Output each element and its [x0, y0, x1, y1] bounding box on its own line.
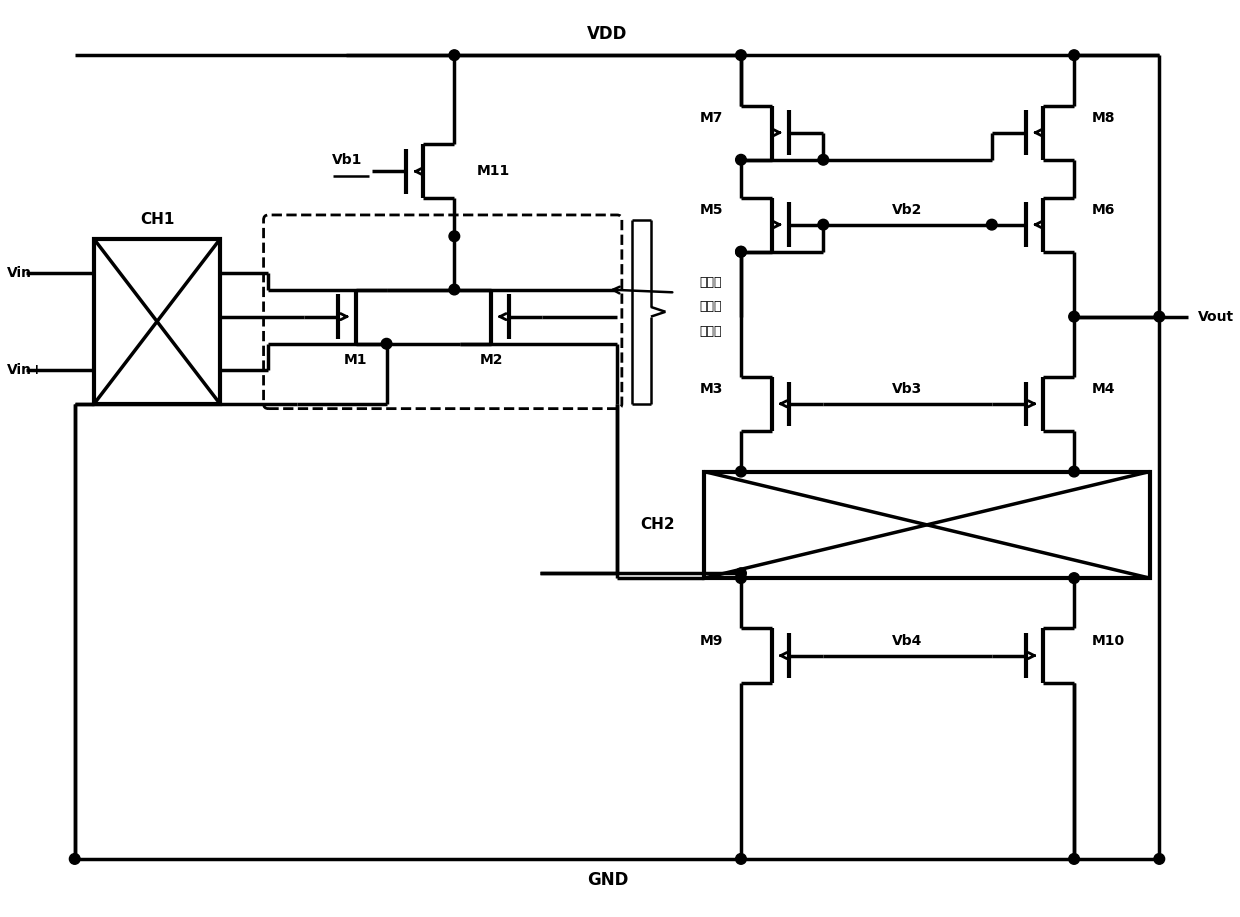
Text: M1: M1 — [343, 353, 367, 367]
Text: CH1: CH1 — [140, 213, 175, 227]
Circle shape — [735, 247, 746, 257]
Text: Vin-: Vin- — [7, 266, 37, 280]
Text: M4: M4 — [1091, 382, 1115, 396]
Text: VDD: VDD — [588, 25, 627, 43]
Circle shape — [449, 231, 460, 241]
Circle shape — [1069, 50, 1080, 61]
Circle shape — [1154, 311, 1164, 322]
Circle shape — [735, 466, 746, 477]
Circle shape — [735, 247, 746, 257]
Text: 差分对: 差分对 — [699, 325, 722, 337]
Circle shape — [1069, 311, 1080, 322]
Circle shape — [1154, 854, 1164, 864]
Text: Vb4: Vb4 — [893, 634, 923, 648]
Text: M11: M11 — [476, 164, 510, 179]
Bar — [94, 239, 219, 403]
Circle shape — [818, 219, 828, 230]
Circle shape — [735, 568, 746, 579]
Text: CH2: CH2 — [641, 517, 675, 533]
Circle shape — [735, 154, 746, 165]
Circle shape — [69, 854, 81, 864]
Text: M3: M3 — [701, 382, 724, 396]
Text: M2: M2 — [480, 353, 503, 367]
Circle shape — [449, 284, 460, 295]
Text: M8: M8 — [1091, 111, 1115, 125]
Text: M10: M10 — [1091, 634, 1125, 648]
Text: Vb1: Vb1 — [332, 153, 362, 167]
Circle shape — [987, 219, 997, 230]
Text: Vin+: Vin+ — [7, 363, 43, 377]
Circle shape — [735, 573, 746, 583]
Text: 动输入: 动输入 — [699, 301, 722, 314]
Circle shape — [381, 338, 392, 349]
Circle shape — [449, 50, 460, 61]
Circle shape — [735, 854, 746, 864]
Text: M5: M5 — [701, 203, 724, 217]
Bar — [704, 471, 1149, 578]
Circle shape — [1069, 854, 1080, 864]
Text: M9: M9 — [701, 634, 724, 648]
Text: GND: GND — [587, 871, 627, 889]
Text: Vout: Vout — [1198, 310, 1234, 324]
Text: M6: M6 — [1091, 203, 1115, 217]
Circle shape — [1069, 466, 1080, 477]
Text: M7: M7 — [701, 111, 724, 125]
Circle shape — [1069, 573, 1080, 583]
Text: 衄底驱: 衄底驱 — [699, 276, 722, 289]
Circle shape — [735, 50, 746, 61]
Circle shape — [818, 154, 828, 165]
Text: Vb2: Vb2 — [893, 203, 923, 217]
Text: Vb3: Vb3 — [893, 382, 923, 396]
